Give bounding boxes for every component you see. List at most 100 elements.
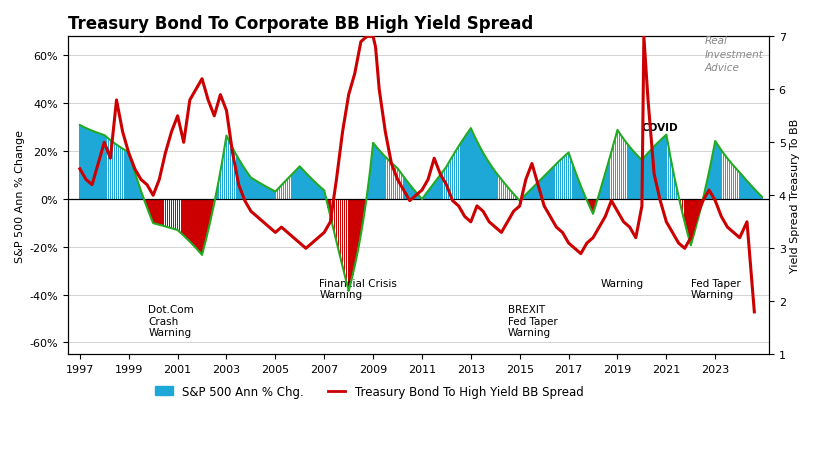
Bar xyxy=(146,199,148,208)
Y-axis label: Yield Spread Treasury To BB: Yield Spread Treasury To BB xyxy=(790,119,800,273)
Bar xyxy=(397,169,399,199)
Bar xyxy=(487,160,488,199)
Bar xyxy=(650,152,651,199)
Bar xyxy=(158,199,160,225)
Bar xyxy=(230,145,231,199)
Bar xyxy=(696,199,698,224)
Bar xyxy=(529,191,531,199)
Bar xyxy=(178,199,180,233)
Bar xyxy=(419,197,421,199)
Bar xyxy=(409,185,411,199)
Bar xyxy=(729,162,730,199)
Bar xyxy=(651,149,653,199)
Bar xyxy=(291,175,293,199)
Bar xyxy=(525,195,526,199)
Bar xyxy=(374,146,376,199)
Bar xyxy=(430,189,431,199)
Bar xyxy=(150,199,152,219)
Bar xyxy=(299,167,301,199)
Bar xyxy=(234,152,236,199)
Bar xyxy=(352,199,354,275)
Bar xyxy=(470,129,472,199)
Bar xyxy=(712,152,714,199)
Bar xyxy=(104,136,105,199)
Bar xyxy=(250,178,252,199)
Bar xyxy=(659,141,661,199)
Bar xyxy=(597,199,598,201)
Bar xyxy=(405,180,407,199)
Bar xyxy=(169,199,170,228)
Bar xyxy=(165,199,166,227)
Bar xyxy=(411,188,412,199)
Bar xyxy=(474,138,476,199)
Y-axis label: S&P 500 Ann % Change: S&P 500 Ann % Change xyxy=(15,130,25,262)
Bar xyxy=(284,182,286,199)
Legend: S&P 500 Ann % Chg., Treasury Bond To High Yield BB Spread: S&P 500 Ann % Chg., Treasury Bond To Hig… xyxy=(150,380,588,403)
Bar xyxy=(662,139,663,199)
Bar xyxy=(401,175,403,199)
Bar xyxy=(134,173,135,199)
Bar xyxy=(556,164,557,199)
Bar xyxy=(639,159,641,199)
Bar xyxy=(238,160,240,199)
Bar xyxy=(128,153,130,199)
Bar xyxy=(586,199,588,201)
Bar xyxy=(173,199,174,229)
Bar xyxy=(348,199,350,291)
Bar xyxy=(181,199,183,234)
Bar xyxy=(313,182,315,199)
Bar xyxy=(633,152,635,199)
Bar xyxy=(700,199,702,208)
Bar xyxy=(93,132,95,199)
Bar xyxy=(549,170,551,199)
Bar xyxy=(354,199,355,266)
Bar xyxy=(124,151,126,199)
Bar xyxy=(684,199,685,223)
Bar xyxy=(743,178,745,199)
Bar xyxy=(431,186,433,199)
Bar xyxy=(328,199,329,208)
Bar xyxy=(694,199,696,231)
Bar xyxy=(503,182,504,199)
Bar xyxy=(341,199,343,267)
Bar xyxy=(191,199,192,244)
Bar xyxy=(727,159,729,199)
Bar xyxy=(462,141,464,199)
Bar xyxy=(142,197,143,199)
Bar xyxy=(680,199,681,206)
Bar xyxy=(385,157,386,199)
Bar xyxy=(719,148,720,199)
Bar xyxy=(593,199,594,214)
Bar xyxy=(615,138,616,199)
Bar xyxy=(720,151,722,199)
Bar xyxy=(443,170,445,199)
Bar xyxy=(557,162,559,199)
Bar xyxy=(513,195,514,199)
Bar xyxy=(590,199,592,210)
Bar xyxy=(242,167,244,199)
Bar xyxy=(478,146,480,199)
Bar xyxy=(580,187,582,199)
Bar xyxy=(156,199,158,225)
Bar xyxy=(574,171,575,199)
Bar xyxy=(435,181,437,199)
Bar xyxy=(223,149,225,199)
Bar xyxy=(99,134,101,199)
Bar xyxy=(109,141,112,199)
Bar xyxy=(108,139,109,199)
Bar xyxy=(500,180,502,199)
Bar xyxy=(707,182,708,199)
Bar xyxy=(268,189,270,199)
Bar xyxy=(670,158,672,199)
Bar xyxy=(576,176,578,199)
Bar xyxy=(329,199,331,217)
Bar xyxy=(519,199,521,201)
Bar xyxy=(627,145,628,199)
Bar xyxy=(138,186,139,199)
Bar xyxy=(364,199,366,210)
Bar xyxy=(535,185,537,199)
Bar xyxy=(472,133,474,199)
Bar xyxy=(499,177,500,199)
Bar xyxy=(631,150,632,199)
Text: Fed Taper
Warning: Fed Taper Warning xyxy=(691,278,741,300)
